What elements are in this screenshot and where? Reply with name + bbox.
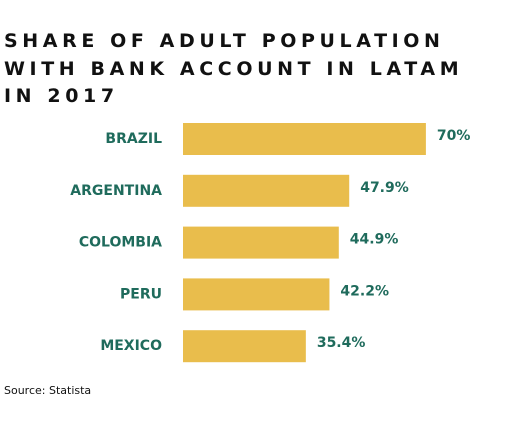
bar bbox=[183, 123, 426, 155]
bar bbox=[183, 330, 306, 363]
category-label: BRAZIL bbox=[105, 131, 162, 147]
value-label: 47.9% bbox=[360, 180, 409, 196]
category-label: ARGENTINA bbox=[70, 183, 162, 199]
bar bbox=[183, 226, 339, 259]
bar bbox=[183, 174, 350, 207]
category-label: MEXICO bbox=[100, 338, 162, 354]
category-label: PERU bbox=[120, 286, 162, 302]
value-label: 44.9% bbox=[350, 232, 399, 248]
bar bbox=[183, 278, 330, 311]
value-label: 70% bbox=[437, 128, 471, 144]
source: Source: Statista bbox=[4, 384, 92, 397]
chart-title: SHARE OF ADULT POPULATION WITH BANK ACCO… bbox=[4, 30, 464, 107]
category-label: COLOMBIA bbox=[79, 235, 162, 251]
value-label: 42.2% bbox=[340, 283, 389, 299]
value-label: 35.4% bbox=[317, 335, 366, 351]
